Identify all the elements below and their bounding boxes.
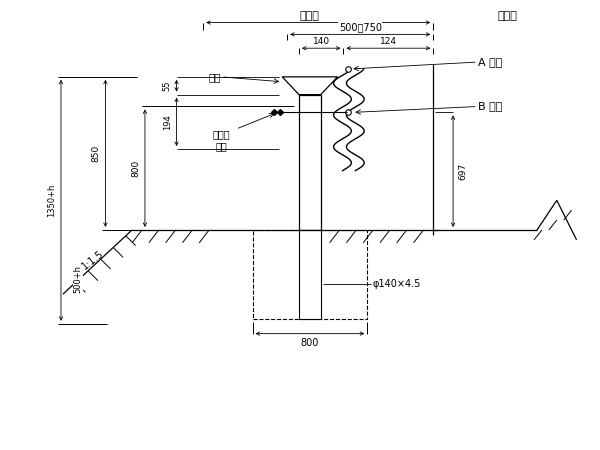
Text: 124: 124 bbox=[380, 37, 397, 46]
Text: 850: 850 bbox=[91, 145, 100, 162]
Text: 500～750: 500～750 bbox=[339, 22, 382, 32]
Text: φ140×4.5: φ140×4.5 bbox=[372, 279, 421, 289]
Text: 800: 800 bbox=[131, 160, 140, 177]
Text: A 节点: A 节点 bbox=[478, 57, 502, 67]
Text: 柱帽: 柱帽 bbox=[208, 72, 221, 82]
Text: 路缘卷: 路缘卷 bbox=[497, 11, 517, 21]
Text: 500+h: 500+h bbox=[73, 266, 82, 293]
Text: 194: 194 bbox=[163, 114, 172, 130]
Bar bbox=[299, 230, 321, 319]
Text: 1350+h: 1350+h bbox=[47, 184, 56, 217]
Polygon shape bbox=[282, 77, 338, 94]
Bar bbox=[299, 94, 321, 230]
Text: 140: 140 bbox=[313, 37, 330, 46]
Text: 1:1.5: 1:1.5 bbox=[80, 248, 106, 271]
Text: 800: 800 bbox=[301, 338, 319, 347]
Text: 697: 697 bbox=[458, 162, 467, 180]
Bar bbox=[253, 230, 367, 319]
Text: 土路肩: 土路肩 bbox=[300, 11, 320, 21]
Text: B 节点: B 节点 bbox=[478, 102, 502, 112]
Text: 六角头
螺栋: 六角头 螺栋 bbox=[212, 129, 230, 151]
Text: 55: 55 bbox=[163, 81, 172, 91]
